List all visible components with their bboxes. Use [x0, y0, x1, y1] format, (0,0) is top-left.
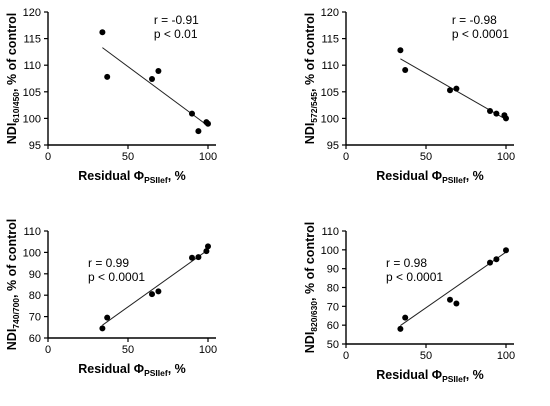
- correlation-label: r = -0.98: [452, 13, 497, 27]
- data-point: [402, 66, 409, 73]
- data-point: [205, 243, 211, 250]
- data-point: [493, 110, 500, 117]
- y-tick-label: 115: [23, 34, 41, 46]
- y-tick-label: 80: [29, 290, 41, 302]
- x-tick-label: 50: [122, 344, 134, 356]
- y-tick-label: 120: [23, 7, 41, 19]
- x-tick-label: 50: [122, 151, 134, 163]
- y-tick-label: 80: [327, 283, 339, 295]
- y-tick-label: 105: [23, 87, 41, 99]
- x-tick-label: 50: [420, 151, 432, 163]
- x-axis-label: Residual ΦPSIIef, %: [78, 362, 186, 378]
- y-tick-label: 95: [327, 140, 339, 152]
- y-tick-label: 100: [23, 113, 41, 125]
- y-tick-label: 110: [321, 226, 339, 238]
- data-point: [503, 247, 509, 254]
- p-value-label: p < 0.0001: [452, 27, 509, 41]
- y-axis-label: NDI572/545, % of control: [303, 13, 319, 144]
- x-tick-label: 0: [343, 151, 349, 163]
- y-tick-label: 100: [321, 245, 339, 257]
- data-point: [99, 325, 106, 332]
- data-point: [402, 314, 409, 321]
- y-tick-label: 60: [29, 333, 41, 345]
- data-point: [155, 288, 162, 295]
- y-tick-label: 90: [29, 269, 41, 281]
- y-axis-label: NDI740/700, % of control: [5, 219, 21, 350]
- y-tick-label: 100: [23, 247, 41, 259]
- scatter-panel-3: 60 70 80 90 100 110 0 50 100 Residual ΦPSIIef, % N…: [5, 219, 217, 378]
- data-point: [203, 248, 210, 255]
- correlation-label: r = 0.98: [386, 256, 427, 270]
- data-point: [493, 256, 500, 263]
- correlation-label: r = -0.91: [154, 13, 199, 27]
- data-point: [487, 107, 493, 114]
- x-tick-label: 100: [497, 151, 515, 163]
- x-tick-label: 0: [45, 344, 51, 356]
- x-axis-label: Residual ΦPSIIef, %: [376, 368, 484, 384]
- x-tick-label: 100: [199, 344, 217, 356]
- p-value-label: p < 0.01: [154, 27, 198, 41]
- data-point: [487, 259, 493, 266]
- data-point: [104, 314, 111, 321]
- y-tick-label: 100: [321, 113, 339, 125]
- data-point: [453, 85, 460, 92]
- y-tick-label: 110: [23, 60, 41, 72]
- p-value-label: p < 0.0001: [386, 270, 443, 284]
- p-value-label: p < 0.0001: [88, 270, 145, 284]
- y-tick-label: 50: [327, 339, 339, 351]
- regression-line: [102, 249, 209, 326]
- correlation-label: r = 0.99: [88, 256, 129, 270]
- x-tick-label: 50: [420, 350, 432, 362]
- data-point: [149, 76, 155, 83]
- data-point: [149, 291, 155, 298]
- scatter-panel-2: 95 100 105 110 115 120 0 50 100 Residual ΦPSIIef,…: [303, 7, 515, 185]
- y-tick-label: 110: [23, 226, 41, 238]
- data-point: [503, 115, 509, 122]
- y-tick-label: 95: [29, 140, 41, 152]
- data-point: [447, 296, 453, 303]
- data-point: [189, 254, 195, 261]
- y-tick-label: 70: [29, 312, 41, 324]
- y-tick-label: 70: [327, 301, 339, 313]
- scatter-panel-1: 95 100 105 110 115 120 0 50 100 Residual ΦPSIIef,…: [5, 7, 217, 185]
- y-axis-label: NDI820/630, % of control: [303, 222, 319, 353]
- x-tick-label: 100: [497, 350, 515, 362]
- data-point: [104, 73, 111, 80]
- data-point: [397, 325, 404, 332]
- x-tick-label: 0: [45, 151, 51, 163]
- scatter-panel-4: 50 60 70 80 90 100 110 0 50 100 Residual ΦPSIIef, …: [303, 222, 515, 384]
- data-point: [189, 110, 195, 117]
- data-point: [205, 120, 211, 127]
- x-axis-label: Residual ΦPSIIef, %: [78, 169, 186, 185]
- data-point: [155, 68, 162, 75]
- x-tick-label: 0: [343, 350, 349, 362]
- y-tick-label: 60: [327, 320, 339, 332]
- data-point: [447, 87, 453, 94]
- y-axis-label: NDI610/450, % of control: [5, 13, 21, 144]
- data-point: [99, 29, 106, 36]
- data-point: [397, 47, 404, 54]
- y-tick-label: 105: [321, 87, 339, 99]
- y-tick-label: 90: [327, 264, 339, 276]
- data-point: [195, 254, 202, 261]
- data-point: [195, 128, 202, 135]
- x-axis-label: Residual ΦPSIIef, %: [376, 169, 484, 185]
- x-tick-label: 100: [199, 151, 217, 163]
- data-point: [453, 300, 460, 307]
- y-tick-label: 120: [321, 7, 339, 19]
- y-tick-label: 115: [321, 34, 339, 46]
- y-tick-label: 110: [321, 60, 339, 72]
